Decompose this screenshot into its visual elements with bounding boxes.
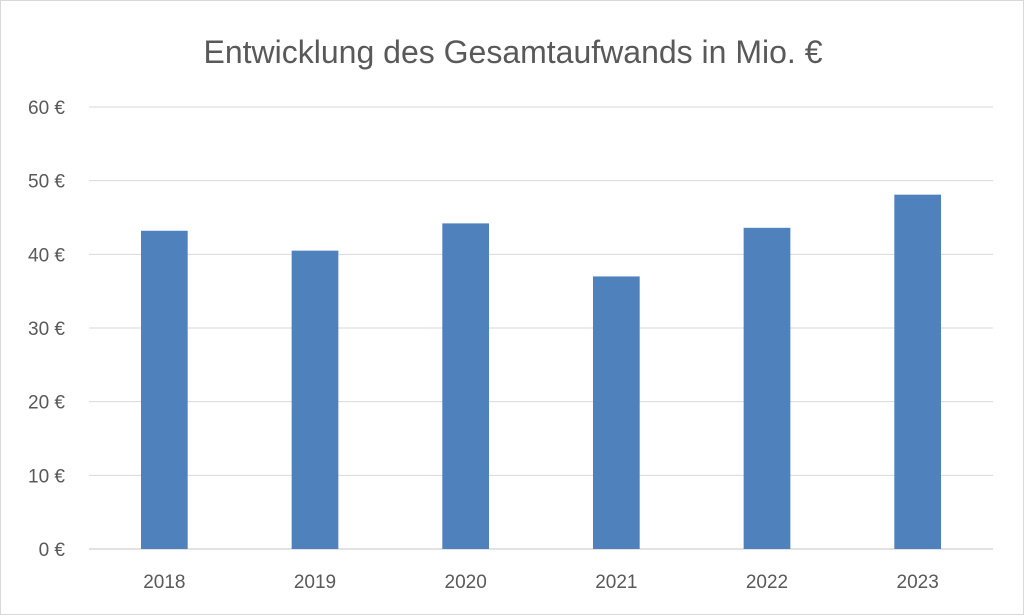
y-tick-label: 0 €	[39, 540, 66, 561]
x-axis-ticks: 2018 2019 2020 2021 2022 2023	[143, 572, 939, 593]
x-tick-label: 2021	[595, 572, 637, 593]
x-tick-label: 2019	[294, 572, 336, 593]
y-tick-label: 60 €	[28, 98, 65, 119]
x-tick-label: 2023	[897, 572, 939, 593]
y-tick-label: 30 €	[28, 319, 65, 340]
gridlines	[89, 106, 993, 550]
bar-2020	[442, 223, 490, 550]
bar-2018	[140, 230, 188, 549]
y-axis-ticks: 0 € 10 € 20 € 30 € 40 € 50 € 60 €	[28, 98, 65, 561]
bar-2022	[743, 227, 791, 549]
y-tick-label: 20 €	[28, 393, 65, 414]
x-tick-label: 2022	[746, 572, 788, 593]
x-tick-label: 2020	[445, 572, 487, 593]
y-tick-label: 10 €	[28, 466, 65, 487]
bar-2021	[592, 276, 640, 549]
x-tick-label: 2018	[143, 572, 185, 593]
bars	[140, 194, 942, 550]
y-tick-label: 40 €	[28, 245, 65, 266]
chart-title: Entwicklung des Gesamtaufwands in Mio. €	[204, 34, 823, 70]
bar-2019	[291, 250, 339, 549]
y-tick-label: 50 €	[28, 172, 65, 193]
bar-2023	[894, 194, 942, 549]
